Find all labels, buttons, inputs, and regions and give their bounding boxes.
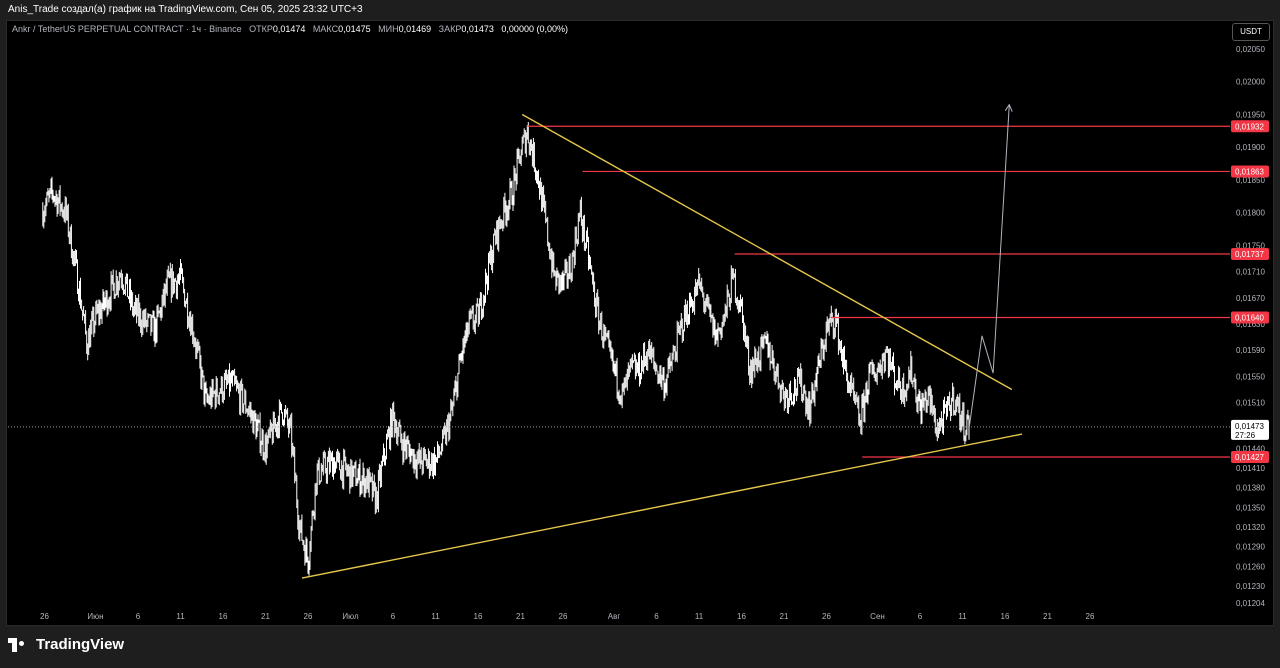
x-tick-label: 21 <box>1043 612 1052 621</box>
x-tick-label: 21 <box>261 612 270 621</box>
x-tick-label: 11 <box>431 612 440 621</box>
high-value: 0,01475 <box>338 24 371 34</box>
price-chart[interactable]: 0,020500,020000,019500,019000,018500,018… <box>0 0 1280 626</box>
y-tick-label: 0,01550 <box>1236 372 1265 381</box>
y-tick-label: 0,01260 <box>1236 562 1265 571</box>
x-tick-label: 16 <box>219 612 228 621</box>
x-tick-label: Июн <box>87 612 103 621</box>
y-tick-label: 0,01320 <box>1236 523 1265 532</box>
y-tick-label: 0,01850 <box>1236 176 1265 185</box>
y-tick-label: 0,02050 <box>1236 45 1265 54</box>
x-tick-label: 16 <box>737 612 746 621</box>
y-tick-label: 0,01380 <box>1236 484 1265 493</box>
y-tick-label: 0,01410 <box>1236 464 1265 473</box>
x-tick-label: Авг <box>608 612 621 621</box>
x-tick-label: 11 <box>695 612 704 621</box>
y-tick-label: 0,01630 <box>1236 320 1265 329</box>
x-tick-label: 26 <box>304 612 313 621</box>
y-tick-label: 0,01204 <box>1236 599 1265 608</box>
time-axis[interactable]: 26 Июн 6 11 16 21 26 Июл 6 11 16 21 26 Авг 6 11 16 21 26 Се… <box>40 612 1095 621</box>
y-tick-label: 0,01800 <box>1236 209 1265 218</box>
current-price-label: 0,01473 <box>1235 422 1264 431</box>
low-value: 0,01469 <box>398 24 432 34</box>
y-tick-label: 0,01750 <box>1236 241 1265 250</box>
x-tick-label: 26 <box>40 612 49 621</box>
current-price-tag <box>1231 419 1269 440</box>
y-tick-label: 0,01440 <box>1236 444 1265 453</box>
level-price-label: 0,01640 <box>1235 313 1264 322</box>
level-price-tag <box>1231 450 1269 463</box>
price-labels: 0,019320,018630,017370,016400,014270,014… <box>1231 120 1269 463</box>
x-tick-label: 6 <box>136 612 141 621</box>
y-tick-label: 0,01510 <box>1236 399 1265 408</box>
x-tick-label: 26 <box>559 612 568 621</box>
trendline <box>301 433 1023 579</box>
level-price-label: 0,01932 <box>1235 122 1264 131</box>
x-tick-label: 26 <box>822 612 831 621</box>
symbol-title[interactable]: Ankr / TetherUS PERPETUAL CONTRACT · 1ч … <box>12 24 242 34</box>
level-price-tag <box>1231 311 1269 324</box>
currency-button[interactable]: USDT <box>1232 23 1270 41</box>
x-tick-label: Сен <box>870 612 885 621</box>
brand-name: TradingView <box>36 636 125 653</box>
y-tick-label: 0,01590 <box>1236 346 1265 355</box>
tradingview-icon <box>8 637 30 652</box>
open-label: ОТКР <box>249 24 273 34</box>
level-price-label: 0,01427 <box>1235 453 1264 462</box>
level-price-tag <box>1231 165 1269 178</box>
x-tick-label: 21 <box>516 612 525 621</box>
chart-frame[interactable] <box>6 20 1274 626</box>
y-tick-label: 0,01670 <box>1236 294 1265 303</box>
attribution-bar: Anis_Trade создал(а) график на TradingVi… <box>0 0 1280 20</box>
x-tick-label: 6 <box>391 612 396 621</box>
close-label: ЗАКР <box>438 24 462 34</box>
tradingview-logo[interactable]: TradingView <box>8 636 124 653</box>
open-value: 0,01474 <box>272 24 306 34</box>
high-label: МАКС <box>312 24 339 34</box>
x-tick-label: 6 <box>918 612 923 621</box>
level-price-label: 0,01863 <box>1235 167 1264 176</box>
x-tick-label: 26 <box>1086 612 1095 621</box>
price-series <box>42 122 970 576</box>
y-tick-label: 0,01230 <box>1236 582 1265 591</box>
x-tick-label: 6 <box>654 612 659 621</box>
x-tick-label: 11 <box>958 612 967 621</box>
x-tick-label: 11 <box>176 612 185 621</box>
close-value: 0,01473 <box>461 24 494 34</box>
low-label: МИН <box>378 24 399 34</box>
y-tick-label: 0,01900 <box>1236 143 1265 152</box>
x-tick-label: 21 <box>780 612 789 621</box>
drawings[interactable] <box>8 103 1230 579</box>
y-tick-label: 0,01710 <box>1236 268 1265 277</box>
x-tick-label: Июл <box>342 612 359 621</box>
x-tick-label: 16 <box>474 612 483 621</box>
y-tick-label: 0,01950 <box>1236 110 1265 119</box>
y-tick-label: 0,01350 <box>1236 503 1265 512</box>
footer: TradingView <box>0 626 1280 668</box>
chart-legend: Ankr / TetherUS PERPETUAL CONTRACT · 1ч … <box>12 24 568 34</box>
price-axis[interactable]: 0,020500,020000,019500,019000,018500,018… <box>1236 45 1265 608</box>
projection-path <box>968 104 1010 427</box>
attribution-text: Anis_Trade создал(а) график на TradingVi… <box>8 4 363 15</box>
level-price-label: 0,01737 <box>1235 250 1264 259</box>
trendline <box>521 113 1013 391</box>
change-value: 0,00000 (0,00%) <box>501 24 568 34</box>
level-price-tag <box>1231 247 1269 260</box>
arrow-head-icon <box>1004 103 1013 112</box>
y-tick-label: 0,02000 <box>1236 78 1265 87</box>
bar-countdown-label: 27:26 <box>1235 431 1256 440</box>
level-price-tag <box>1231 120 1269 133</box>
x-tick-label: 16 <box>1001 612 1010 621</box>
y-tick-label: 0,01290 <box>1236 543 1265 552</box>
